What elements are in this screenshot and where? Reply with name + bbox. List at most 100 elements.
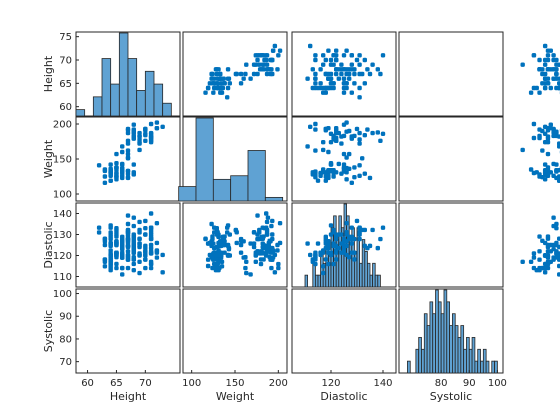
scatter-point (131, 215, 136, 220)
scatter-point (143, 131, 148, 136)
scatter-point (557, 236, 560, 241)
scatter-point (137, 243, 142, 249)
scatter-point (137, 147, 142, 153)
scatter-point (248, 76, 253, 81)
y-tick-label: 130 (53, 230, 72, 241)
scatter-point (108, 178, 113, 183)
histogram-bar (415, 348, 420, 374)
scatter-point (328, 57, 334, 63)
scatter-point (542, 265, 548, 271)
histogram-bar (264, 196, 284, 202)
scatter-point (248, 272, 253, 277)
scatter-point (125, 236, 131, 242)
scatter-point (349, 136, 354, 141)
scatter-point (244, 259, 249, 264)
scatter-point (120, 245, 125, 251)
scatter-point (238, 81, 244, 86)
scatter-point (120, 272, 125, 277)
scatter-point (203, 90, 208, 95)
histogram-bar (432, 313, 436, 374)
scatter-point (367, 71, 373, 77)
scatter-point (102, 239, 108, 244)
scatter-point (357, 137, 362, 142)
x-tick-label: 200 (269, 378, 288, 389)
scatter-point (154, 120, 160, 125)
scatter-point (331, 81, 336, 86)
scatter-point (375, 130, 380, 135)
scatter-point (258, 261, 264, 267)
scatter-point (264, 232, 270, 237)
histogram-bar (452, 313, 456, 374)
scatter-point (352, 165, 357, 170)
x-axis-label: Diastolic (320, 390, 367, 403)
x-tick-label: 100 (182, 378, 201, 389)
scatter-point (528, 259, 534, 264)
histogram-bar (407, 360, 411, 374)
x-axis-label: Systolic (430, 390, 472, 403)
scatter-point (160, 252, 165, 258)
scatter-point (210, 71, 215, 77)
scatter-point (557, 81, 560, 86)
x-axis-label: Height (110, 390, 147, 403)
scatter-point (218, 81, 224, 86)
scatter-point (362, 57, 367, 63)
x-tick-label: 140 (373, 378, 392, 389)
scatter-point (108, 162, 113, 167)
panel-systolic-vs-diastolic (291, 218, 397, 374)
scatter-point (114, 255, 119, 260)
scatter-point (114, 250, 119, 255)
scatter-point (137, 236, 142, 242)
histogram-bar (491, 360, 495, 374)
x-tick-label: 60 (81, 378, 94, 389)
scatter-point (238, 236, 244, 242)
scatter-point (131, 261, 136, 267)
scatter-point (225, 252, 231, 258)
scatter-point (212, 85, 218, 91)
scatter-point (334, 57, 339, 63)
y-axis-label: Weight (42, 139, 55, 178)
scatter-point (362, 81, 367, 86)
scatter-point (554, 71, 559, 77)
scatter-point (253, 53, 258, 58)
scatter-point (540, 71, 545, 77)
scatter-point (125, 265, 131, 271)
scatter-point (545, 126, 551, 131)
scatter-point (308, 43, 313, 49)
scatter-point (308, 124, 313, 129)
y-tick-label: 200 (53, 120, 72, 131)
scatter-point (313, 53, 318, 58)
scatter-point (244, 270, 249, 276)
scatter-point (244, 62, 249, 67)
scatter-point (269, 257, 274, 262)
scatter-point (554, 133, 559, 139)
y-tick-label: 140 (53, 209, 72, 220)
scatter-point (131, 136, 136, 141)
scatter-point (362, 171, 367, 176)
scatter-point (326, 48, 331, 53)
scatter-point (554, 226, 559, 231)
scatter-point (215, 230, 220, 235)
scatter-point (323, 57, 328, 63)
scatter-point (214, 71, 219, 77)
scatter-point (160, 270, 165, 275)
histogram-bar (457, 337, 462, 374)
panel-height-vs-diastolic (291, 31, 397, 117)
scatter-point (380, 131, 386, 136)
scatter-point (253, 259, 258, 264)
scatter-point (344, 177, 349, 182)
scatter-point (339, 232, 344, 237)
panel-frame (182, 202, 288, 288)
scatter-point (125, 213, 131, 218)
scatter-point (143, 226, 148, 231)
scatter-point (557, 141, 560, 146)
scatter-point (339, 71, 344, 77)
scatter-point (96, 163, 102, 168)
scatter-point (114, 175, 119, 180)
scatter-point (545, 171, 551, 176)
scatter-point (313, 81, 318, 86)
scatter-point (336, 161, 341, 167)
scatter-point (341, 245, 347, 251)
scatter-point (154, 250, 160, 255)
scatter-point (257, 67, 263, 72)
histogram-bar (471, 337, 476, 374)
